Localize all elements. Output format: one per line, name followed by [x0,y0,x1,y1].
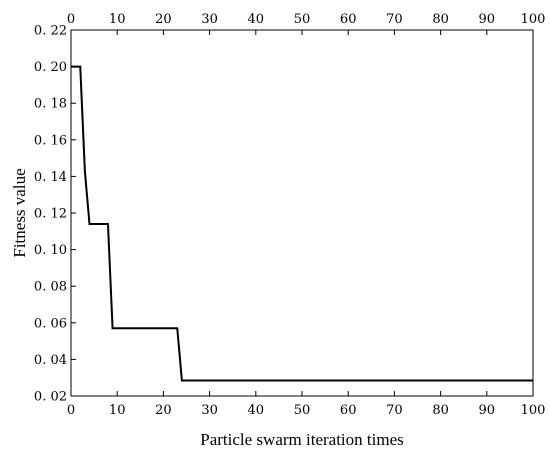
series-layer [71,65,533,382]
y-tick-label: 0. 04 [34,353,67,368]
y-tick-label: 0. 14 [34,170,67,185]
x-tick-label: 70 [386,403,403,418]
x-tick-label: 100 [521,403,546,418]
fitness-series-line [71,65,533,382]
x-tick-label: 0 [67,403,75,418]
x-top-tick-label: 60 [340,12,357,27]
x-top-tick-label: 100 [521,12,546,27]
x-top-tick-label: 20 [155,12,172,27]
x-tick-label: 50 [294,403,311,418]
x-top-tick-label: 40 [248,12,265,27]
y-axis-title: Fitness value [10,168,29,257]
x-top-tick-label: 80 [432,12,449,27]
y-tick-label: 0. 08 [34,280,67,295]
x-top-tick-label: 50 [294,12,311,27]
x-top-tick-label: 90 [479,12,496,27]
y-tick-label: 0. 06 [34,316,67,331]
x-tick-label: 90 [479,403,496,418]
x-axis-title: Particle swarm iteration times [200,430,403,449]
x-tick-label: 40 [248,403,265,418]
y-tick-label: 0. 10 [34,243,67,258]
y-tick-label: 0. 16 [34,133,67,148]
y-tick-label: 0. 12 [34,207,67,222]
x-tick-label: 80 [432,403,449,418]
x-tick-label: 30 [201,403,218,418]
x-tick-label: 20 [155,403,172,418]
x-top-tick-label: 10 [109,12,126,27]
x-top-tick-label: 70 [386,12,403,27]
x-tick-label: 60 [340,403,357,418]
y-tick-label: 0. 02 [34,390,67,405]
y-tick-label: 0. 20 [34,60,67,75]
x-top-tick-label: 30 [201,12,218,27]
x-tick-label: 10 [109,403,126,418]
y-tick-label: 0. 22 [34,24,67,39]
x-top-tick-label: 0 [67,12,75,27]
y-tick-label: 0. 18 [34,97,67,112]
plot-frame [70,29,534,397]
y-ticks: 0. 02 0. 04 0. 06 0. 08 0. 10 0. 12 0. 14 0. 16… [34,24,76,405]
x-ticks-bottom: 0 10 20 30 40 50 60 70 80 90 100 [67,391,546,418]
x-ticks-top: 0 10 20 30 40 50 60 70 80 90 100 [67,12,546,35]
